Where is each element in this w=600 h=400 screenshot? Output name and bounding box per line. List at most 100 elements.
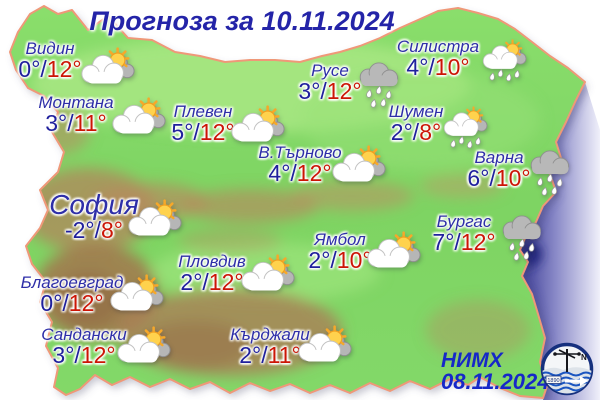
sun-rain-icon xyxy=(474,38,532,86)
partly-cloudy-icon xyxy=(295,322,353,370)
temperature-range: 3°/11° xyxy=(1,110,151,136)
temperature-range: 3°/12° xyxy=(9,342,159,368)
city-name: Русе xyxy=(311,61,349,80)
temp-separator: / xyxy=(94,217,102,243)
high-temperature: 11° xyxy=(267,342,301,368)
temperature-range: 0°/12° xyxy=(0,290,147,316)
weather-station: Варна 6°/10° xyxy=(424,149,574,189)
rain-icon xyxy=(492,215,550,263)
low-temperature: 5° xyxy=(171,119,194,145)
high-temperature: 8° xyxy=(419,119,442,145)
high-temperature: 11° xyxy=(73,110,107,136)
temperature-range: 2°/10° xyxy=(265,247,415,273)
logo-arrow xyxy=(565,376,588,386)
temperature-range: 3°/12° xyxy=(255,78,405,104)
high-temperature: 12° xyxy=(199,119,235,145)
city-name: Видин xyxy=(25,39,75,58)
temp-separator: / xyxy=(320,78,327,104)
temp-separator: / xyxy=(40,56,47,82)
weather-station: София -2°/8° xyxy=(19,189,169,243)
city-name: Кърджали xyxy=(230,325,310,344)
low-temperature: -2° xyxy=(64,217,95,243)
high-temperature: 12° xyxy=(68,290,104,316)
rain-icon xyxy=(520,150,578,198)
temperature-range: 5°/12° xyxy=(128,119,278,145)
high-temperature: 8° xyxy=(101,217,124,243)
city-name: Пловдив xyxy=(178,252,246,271)
temperature-range: 2°/8° xyxy=(341,119,491,145)
terrain-relief xyxy=(20,37,540,376)
partly-cloudy-icon xyxy=(125,196,183,244)
weather-station: Бургас 7°/12° xyxy=(389,213,539,253)
temp-separator: / xyxy=(290,160,297,186)
city-name: Шумен xyxy=(388,102,444,121)
logo-year-plate: 1890 xyxy=(545,375,562,384)
low-temperature: 7° xyxy=(432,229,455,255)
partly-cloudy-icon xyxy=(329,142,387,190)
temperature-range: 7°/12° xyxy=(389,229,539,255)
city-name: Плевен xyxy=(173,102,233,121)
weather-station: Кърджали 2°/11° xyxy=(195,325,345,368)
temperature-range: 0°/12° xyxy=(0,56,125,82)
agency-name: НИМХ xyxy=(441,349,503,372)
temp-separator: / xyxy=(412,119,420,145)
temp-separator: / xyxy=(193,119,200,145)
weather-station: Ямбол 2°/10° xyxy=(265,231,415,273)
city-name: София xyxy=(49,189,139,220)
city-name: Бургас xyxy=(436,212,492,231)
low-temperature: 0° xyxy=(40,290,63,316)
temp-separator: / xyxy=(330,247,337,273)
temperature-range: 2°/11° xyxy=(195,342,345,368)
temp-separator: / xyxy=(489,165,496,191)
temp-separator: / xyxy=(454,229,461,255)
high-temperature: 10° xyxy=(336,247,372,273)
low-temperature: 2° xyxy=(390,119,413,145)
temp-separator: / xyxy=(261,342,268,368)
partly-cloudy-icon xyxy=(107,271,165,319)
city-name: Благоевград xyxy=(20,273,124,292)
low-temperature: 2° xyxy=(239,342,262,368)
temperature-range: 4°/12° xyxy=(225,160,375,186)
low-temperature: 6° xyxy=(467,165,490,191)
logo-weather-vane: N xyxy=(553,349,587,372)
weather-station: Шумен 2°/8° xyxy=(341,103,491,143)
temperature-range: -2°/8° xyxy=(19,217,169,243)
nimh-logo-icon: N 1890 xyxy=(540,342,594,396)
weather-station: Благоевград 0°/12° xyxy=(0,273,147,316)
low-temperature: 4° xyxy=(406,54,429,80)
temp-separator: / xyxy=(62,290,69,316)
city-name: Сандански xyxy=(41,325,127,344)
low-temperature: 2° xyxy=(180,269,203,295)
low-temperature: 3° xyxy=(45,110,68,136)
issue-date: 08.11.2024 xyxy=(441,369,550,394)
high-temperature: 12° xyxy=(296,160,332,186)
temperature-range: 4°/10° xyxy=(363,54,513,80)
temperature-range: 2°/12° xyxy=(137,269,287,295)
temp-separator: / xyxy=(74,342,81,368)
weather-station: Монтана 3°/11° xyxy=(1,94,151,134)
partly-cloudy-icon xyxy=(78,44,136,92)
logo-year: 1890 xyxy=(547,378,559,384)
weather-station: Плевен 5°/12° xyxy=(128,102,278,145)
temp-separator: / xyxy=(202,269,209,295)
temp-separator: / xyxy=(428,54,435,80)
weather-station: Сандански 3°/12° xyxy=(9,325,159,368)
weather-station: В.Търново 4°/12° xyxy=(225,144,375,186)
high-temperature: 10° xyxy=(495,165,531,191)
city-name: Варна xyxy=(474,148,524,167)
temp-separator: / xyxy=(67,110,74,136)
partly-cloudy-icon xyxy=(238,251,296,299)
low-temperature: 2° xyxy=(308,247,331,273)
weather-station: Силистра 4°/10° xyxy=(363,38,513,78)
high-temperature: 12° xyxy=(46,56,82,82)
low-temperature: 3° xyxy=(52,342,75,368)
credit-block: НИМХ 08.11.2024 xyxy=(441,349,550,394)
partly-cloudy-icon xyxy=(114,323,172,371)
svg-text:N: N xyxy=(581,353,587,362)
high-temperature: 12° xyxy=(80,342,116,368)
low-temperature: 3° xyxy=(298,78,321,104)
high-temperature: 12° xyxy=(460,229,496,255)
weather-station: Пловдив 2°/12° xyxy=(137,252,287,295)
